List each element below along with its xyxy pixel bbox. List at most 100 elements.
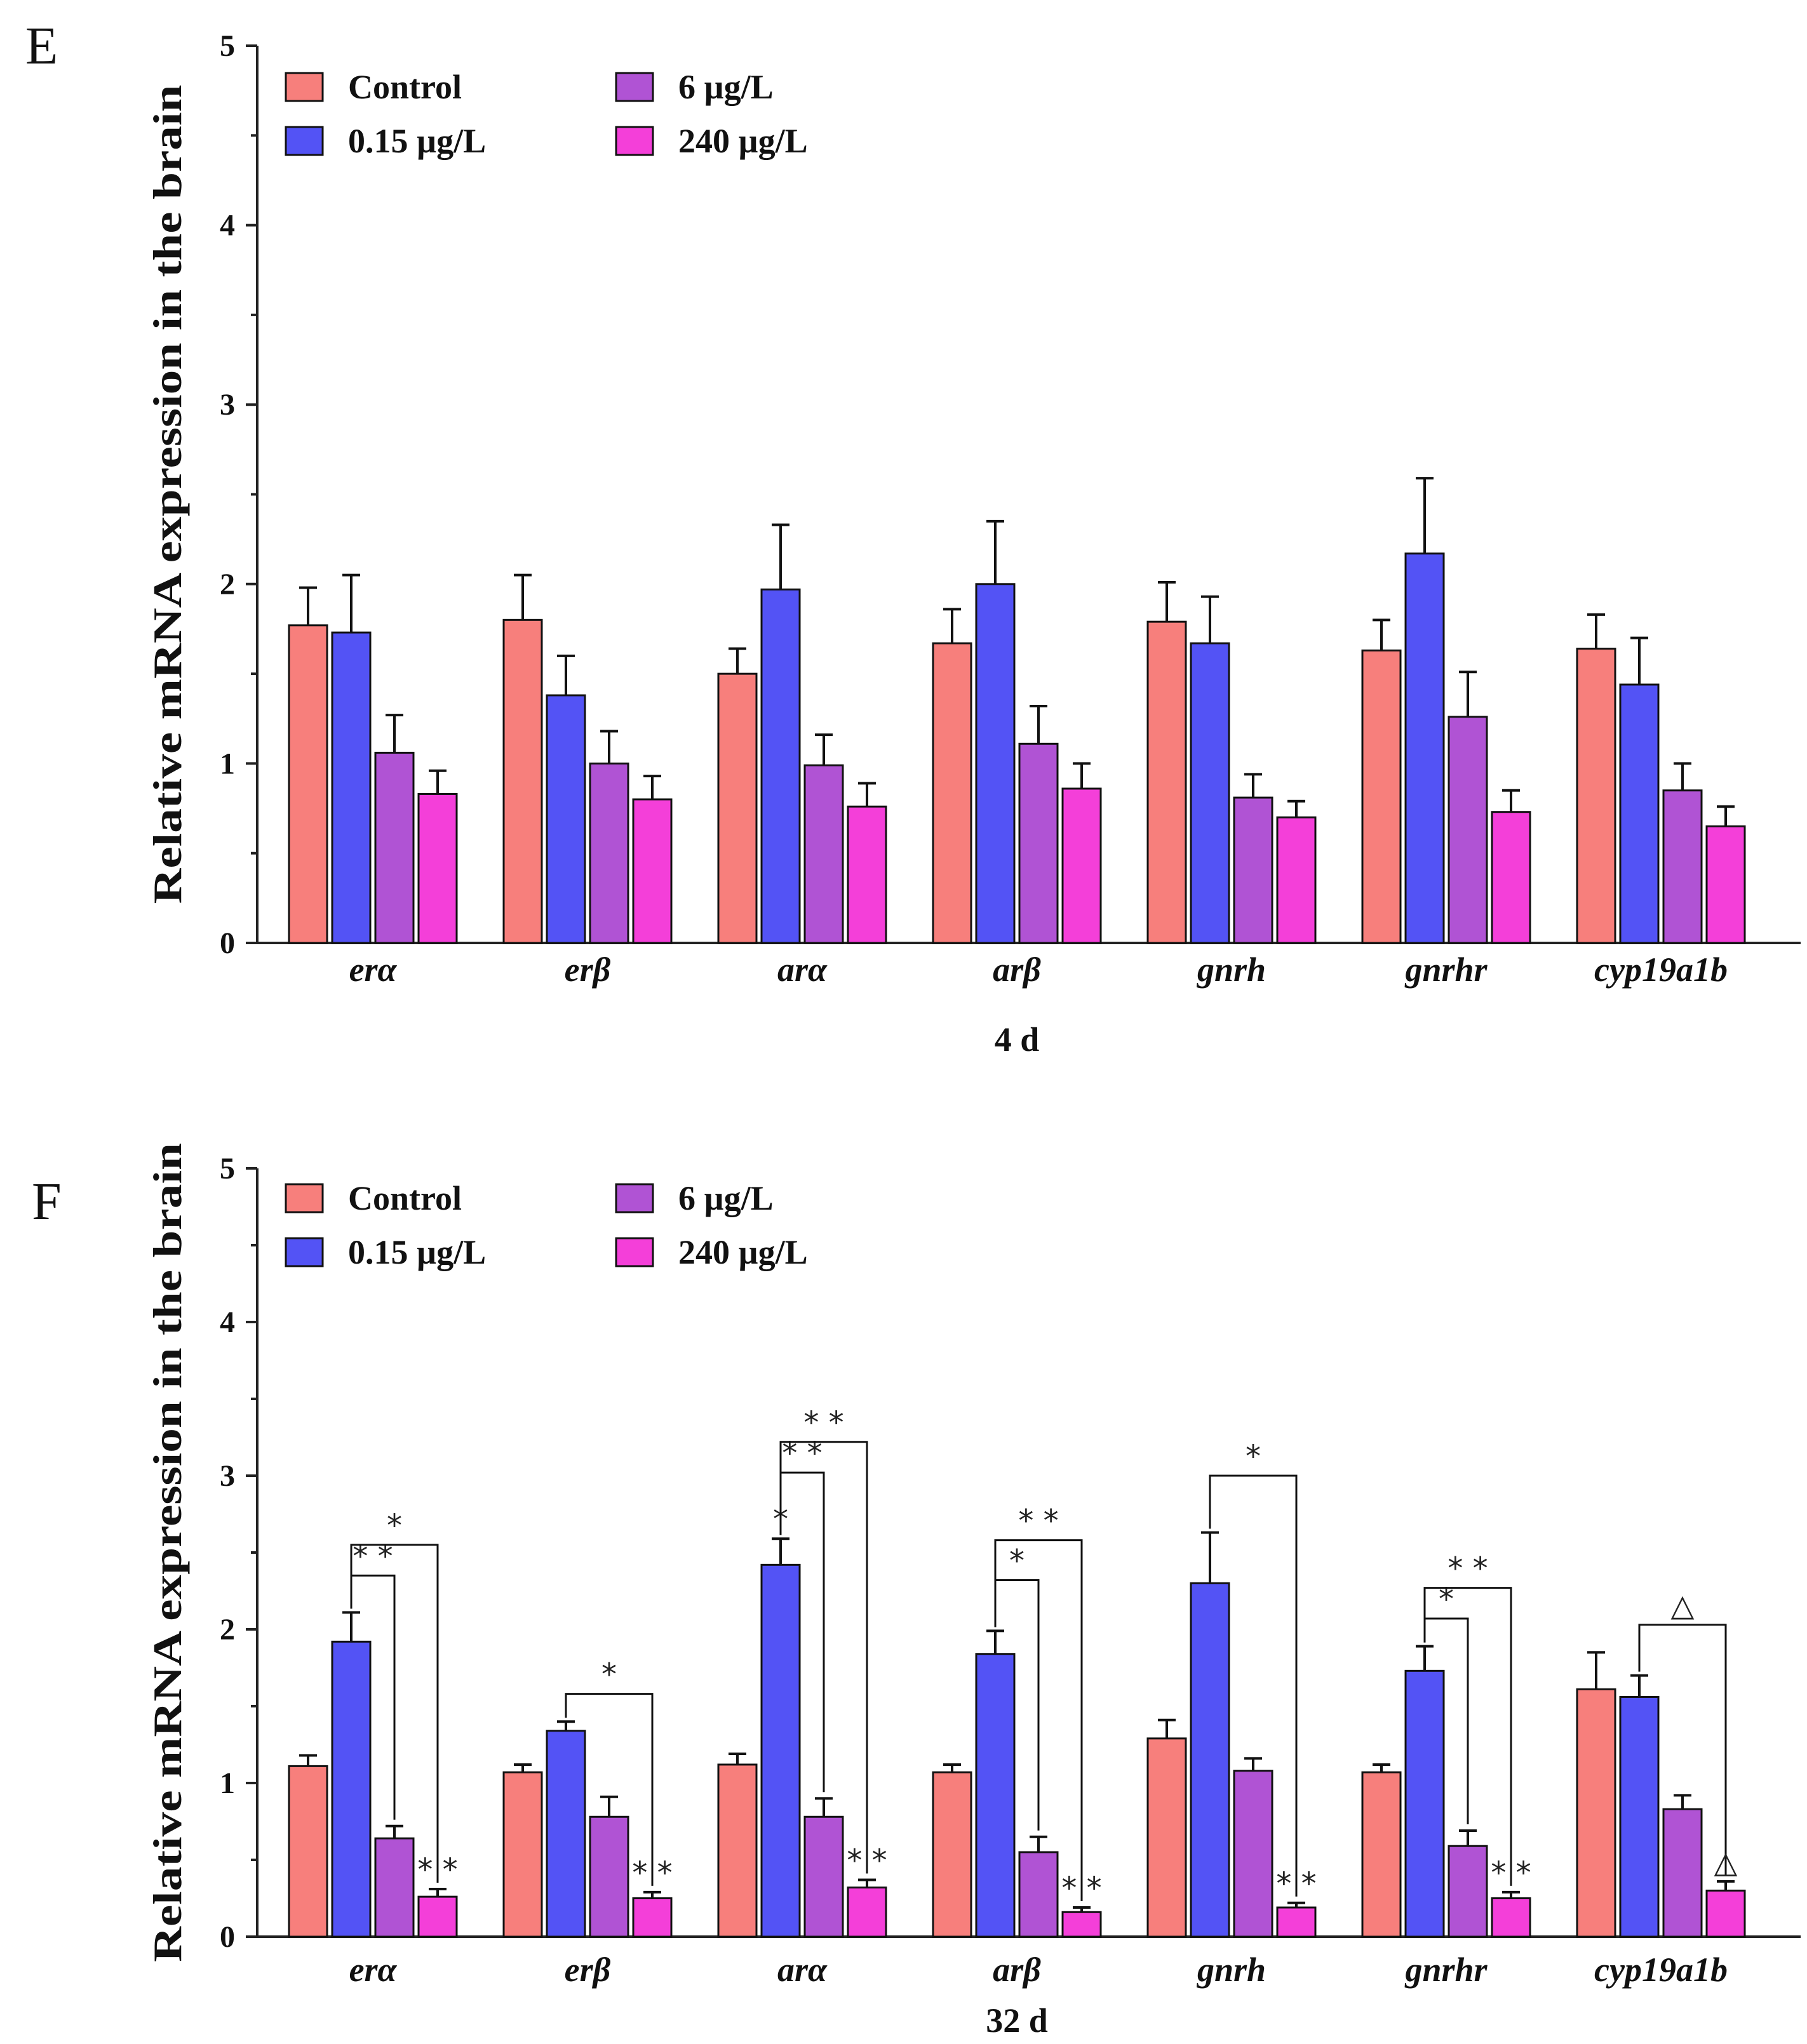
- legend-swatch: [285, 126, 324, 156]
- bar: [502, 618, 543, 944]
- significance-bracket: [1638, 1624, 1727, 1875]
- bar: [717, 672, 758, 944]
- bar: [1018, 1851, 1059, 1938]
- bar: [1662, 1808, 1703, 1938]
- significance-label: △: [1714, 1845, 1738, 1880]
- bar: [374, 751, 415, 944]
- bar: [1705, 825, 1746, 944]
- bar: [546, 694, 586, 944]
- x-category-label: arβ: [993, 1951, 1041, 1989]
- x-category-label: arα: [777, 951, 828, 989]
- x-category-label: erα: [349, 951, 398, 989]
- x-category-label: erα: [349, 1951, 398, 1989]
- significance-bracket: [350, 1544, 439, 1883]
- bar: [1233, 1770, 1273, 1938]
- bar: [847, 1887, 887, 1938]
- y-tick-label: 0: [220, 1920, 235, 1954]
- bar: [589, 1815, 629, 1938]
- y-axis-title: Relative mRNA expression in the brain: [145, 1143, 190, 1962]
- bar: [417, 1895, 458, 1938]
- x-category-label: gnrh: [1197, 951, 1266, 989]
- bar: [502, 1771, 543, 1938]
- significance-label: * *: [417, 1852, 457, 1888]
- legend-swatch: [615, 1237, 654, 1267]
- legend-label: Control: [348, 1179, 462, 1217]
- x-category-label: arβ: [993, 951, 1041, 989]
- bracket-label: *: [601, 1657, 617, 1693]
- legend-label: Control: [348, 68, 462, 106]
- significance-bracket: [779, 1441, 868, 1874]
- bracket-label: *: [1246, 1439, 1261, 1474]
- bar: [803, 1815, 844, 1938]
- x-category-label: cyp19a1b: [1594, 951, 1728, 989]
- bracket-label: * *: [803, 1405, 843, 1441]
- legend-label: 6 µg/L: [678, 1179, 774, 1217]
- y-tick-label: 1: [220, 747, 235, 780]
- significance-bracket: [565, 1693, 654, 1886]
- bar: [288, 624, 328, 944]
- bracket-label: * *: [1448, 1551, 1488, 1587]
- significance-label: * *: [1491, 1855, 1531, 1891]
- significance-label: * *: [847, 1843, 887, 1878]
- panel-letter: E: [25, 17, 58, 76]
- significance-bracket: [1209, 1474, 1298, 1897]
- bar: [417, 792, 458, 944]
- y-tick-label: 5: [220, 29, 235, 63]
- bar: [1448, 1845, 1488, 1938]
- x-axis-title: 4 d: [995, 1020, 1040, 1059]
- bar: [632, 1897, 673, 1938]
- x-category-label: gnrhr: [1404, 951, 1488, 989]
- significance-bracket: [1423, 1587, 1512, 1886]
- y-tick-label: 2: [220, 568, 235, 601]
- y-tick-label: 2: [220, 1613, 235, 1647]
- bar: [1190, 642, 1230, 944]
- bar: [932, 1771, 972, 1938]
- y-tick-label: 3: [220, 1459, 235, 1493]
- bar: [632, 798, 673, 944]
- bar: [288, 1765, 328, 1938]
- y-tick-label: 1: [220, 1767, 235, 1800]
- bar: [331, 1640, 372, 1938]
- x-category-label: gnrh: [1197, 1951, 1266, 1989]
- bar: [760, 1563, 801, 1938]
- bar: [546, 1730, 586, 1938]
- bar: [975, 583, 1016, 944]
- bar: [1491, 1897, 1531, 1938]
- legend-swatch: [615, 72, 654, 102]
- y-tick-label: 4: [220, 209, 235, 243]
- panel-f: F 0 1 2 3 4 5 Relative mRNA expression in the b…: [32, 1143, 1801, 2040]
- bar: [1146, 620, 1187, 944]
- significance-bracket: [994, 1539, 1083, 1902]
- bar: [1190, 1582, 1230, 1938]
- bar: [1619, 1695, 1660, 1938]
- legend-swatch: [285, 72, 324, 102]
- x-category-label: gnrhr: [1404, 1951, 1488, 1989]
- legend-swatch: [615, 1183, 654, 1213]
- legend-swatch: [285, 1183, 324, 1213]
- bracket-label: *: [387, 1508, 402, 1544]
- bar: [1061, 787, 1102, 944]
- bar: [1448, 716, 1488, 944]
- panel-letter: F: [32, 1172, 62, 1231]
- bracket-label: *: [1009, 1544, 1024, 1579]
- bar: [1662, 789, 1703, 944]
- bar: [1276, 1906, 1317, 1938]
- bar: [1404, 552, 1445, 944]
- bar: [1276, 816, 1317, 944]
- bar: [1061, 1911, 1102, 1938]
- legend-label: 0.15 µg/L: [348, 122, 486, 160]
- bar: [1361, 1771, 1402, 1938]
- y-tick-label: 4: [220, 1306, 235, 1339]
- y-tick-label: 5: [220, 1152, 235, 1186]
- bar: [760, 588, 801, 944]
- x-category-label: erβ: [565, 1951, 611, 1989]
- bar: [1576, 648, 1616, 944]
- bar: [1018, 742, 1059, 944]
- bar: [374, 1837, 415, 1938]
- legend-swatch: [285, 1237, 324, 1267]
- bar: [717, 1763, 758, 1938]
- y-axis-title: Relative mRNA expression in the brain: [145, 85, 190, 904]
- legend-swatch: [615, 126, 654, 156]
- significance-label: * *: [1061, 1871, 1101, 1906]
- x-category-label: cyp19a1b: [1594, 1951, 1728, 1989]
